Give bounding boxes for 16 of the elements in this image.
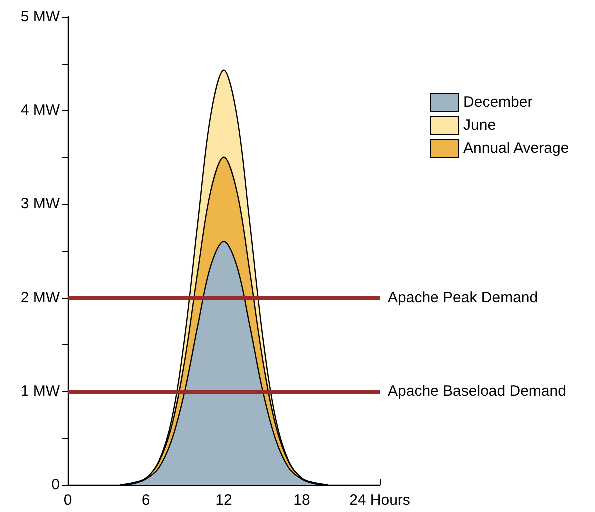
legend-label: December bbox=[464, 94, 533, 111]
x-tick-label: 12 bbox=[216, 492, 232, 509]
y-tick-label: 5 MW bbox=[20, 8, 61, 26]
x-tick-label: 18 bbox=[294, 492, 310, 509]
legend-label: Annual Average bbox=[464, 140, 570, 157]
ref-line-label: Apache Baseload Demand bbox=[388, 382, 566, 400]
x-tick-label: 0 bbox=[64, 492, 72, 509]
y-tick-label: 0 bbox=[52, 476, 60, 494]
y-tick-label: 1 MW bbox=[20, 382, 61, 400]
ref-line-label: Apache Peak Demand bbox=[388, 289, 538, 306]
y-tick-label: 3 MW bbox=[20, 196, 61, 213]
y-tick-label: 2 MW bbox=[20, 289, 61, 306]
x-tick-label: 24 Hours bbox=[350, 492, 410, 509]
x-tick-label: 6 bbox=[142, 492, 150, 509]
y-tick-label: 4 MW bbox=[20, 102, 61, 120]
legend-label: June bbox=[464, 117, 496, 134]
